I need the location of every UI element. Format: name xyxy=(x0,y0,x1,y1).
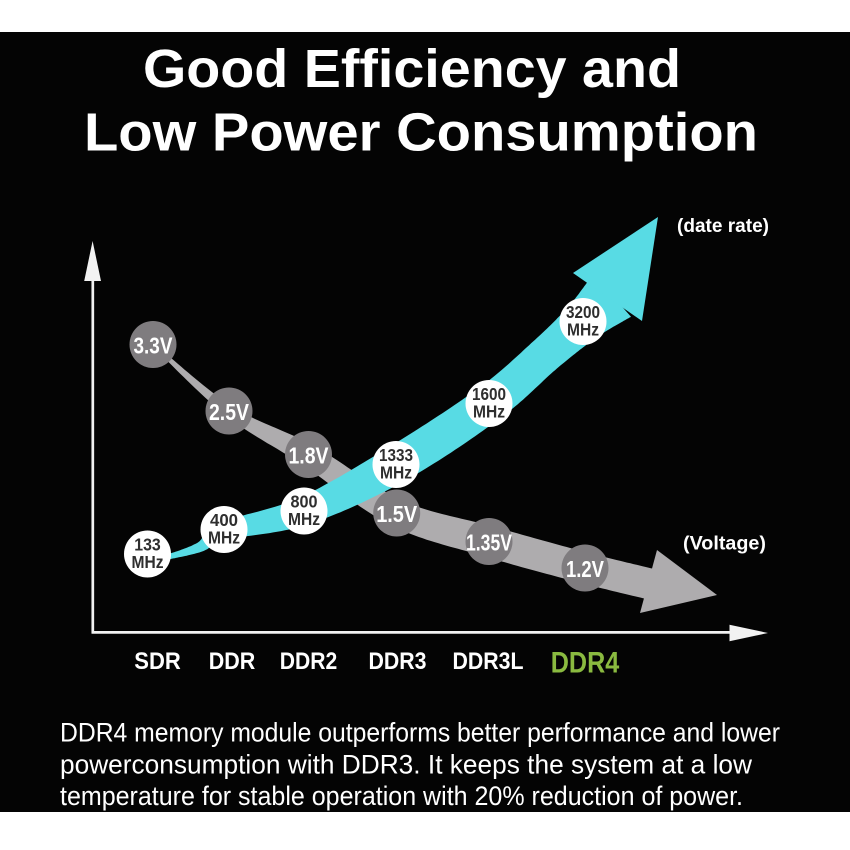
svg-text:DDR3: DDR3 xyxy=(369,648,427,675)
svg-text:Low Power Consumption: Low Power Consumption xyxy=(84,104,758,163)
svg-text:3200: 3200 xyxy=(566,302,600,322)
svg-text:powerconsumption with DDR3. It: powerconsumption with DDR3. It keeps the… xyxy=(60,749,753,779)
svg-text:2.5V: 2.5V xyxy=(209,399,249,425)
svg-text:MHz: MHz xyxy=(567,319,599,339)
svg-text:1600: 1600 xyxy=(472,384,506,404)
svg-text:DDR4: DDR4 xyxy=(551,647,620,680)
svg-text:DDR4 memory module outperforms: DDR4 memory module outperforms better pe… xyxy=(60,718,780,748)
svg-text:Good Efficiency and: Good Efficiency and xyxy=(143,40,681,99)
svg-text:(Voltage): (Voltage) xyxy=(683,533,766,555)
svg-text:800: 800 xyxy=(291,492,318,512)
svg-text:MHz: MHz xyxy=(473,401,505,421)
svg-text:400: 400 xyxy=(210,510,238,530)
svg-text:(date rate): (date rate) xyxy=(677,215,769,237)
svg-text:MHz: MHz xyxy=(380,462,412,482)
svg-text:1.35V: 1.35V xyxy=(466,530,512,556)
svg-text:1.8V: 1.8V xyxy=(289,443,329,469)
svg-text:1333: 1333 xyxy=(379,445,413,465)
svg-text:MHz: MHz xyxy=(288,509,320,529)
svg-text:DDR2: DDR2 xyxy=(280,648,338,675)
svg-text:DDR3L: DDR3L xyxy=(453,648,524,675)
svg-text:1.5V: 1.5V xyxy=(376,501,417,527)
svg-text:SDR: SDR xyxy=(134,648,181,675)
svg-text:1.2V: 1.2V xyxy=(566,556,604,582)
svg-text:temperature for stable operati: temperature for stable operation with 20… xyxy=(60,781,743,811)
svg-text:MHz: MHz xyxy=(208,527,240,547)
svg-text:MHz: MHz xyxy=(132,552,164,572)
svg-text:133: 133 xyxy=(134,535,161,555)
svg-text:3.3V: 3.3V xyxy=(134,333,173,359)
svg-text:DDR: DDR xyxy=(209,648,256,675)
